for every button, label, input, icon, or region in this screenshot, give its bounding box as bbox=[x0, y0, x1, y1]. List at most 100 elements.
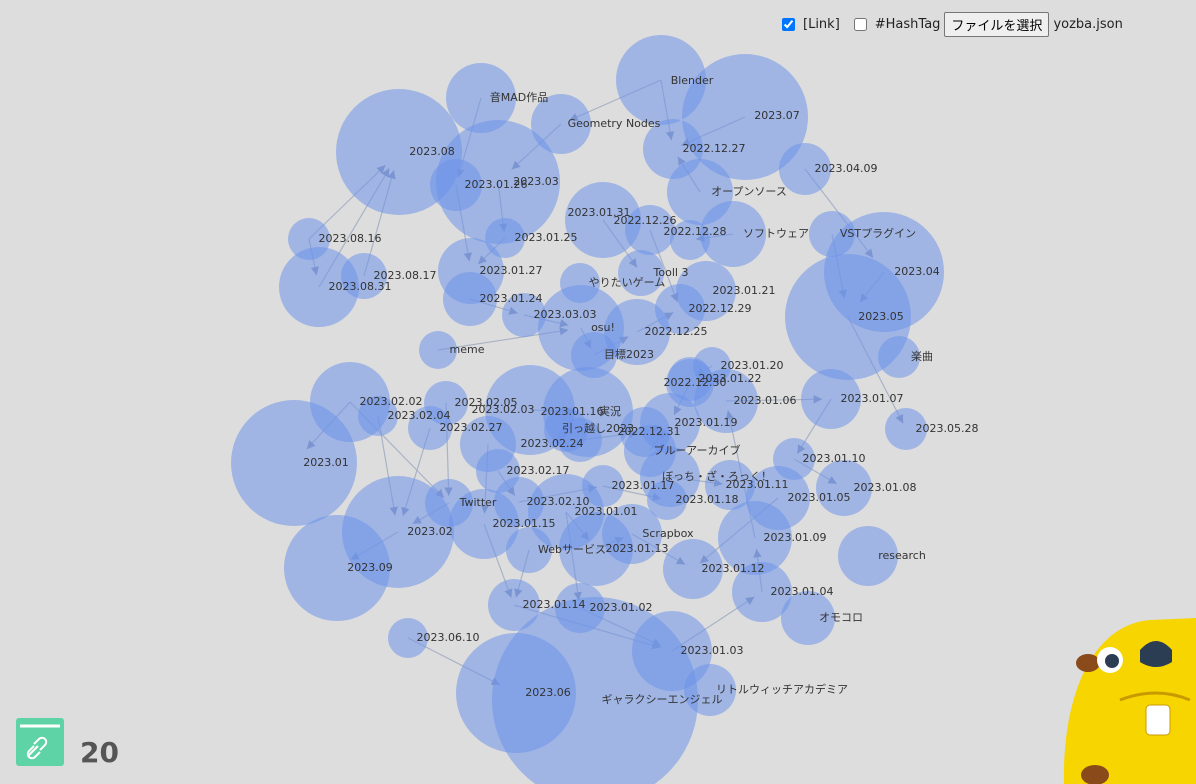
node-label: Blender bbox=[671, 74, 714, 87]
node-circle bbox=[485, 218, 525, 258]
node-label: 2023.01.20 bbox=[721, 359, 784, 372]
node-label: 2023.01.09 bbox=[764, 531, 827, 544]
node-circle bbox=[682, 54, 808, 180]
node-circle bbox=[779, 143, 831, 195]
node-label: 2023.01.06 bbox=[734, 394, 797, 407]
node-label: 2023.03 bbox=[513, 175, 559, 188]
node-label: 2023.02.03 bbox=[472, 403, 535, 416]
node-label: 2023.08.16 bbox=[319, 232, 382, 245]
node-label: 2023.02.04 bbox=[388, 409, 451, 422]
node-label: 目標2023 bbox=[604, 347, 654, 361]
node-label: 2022.12.31 bbox=[618, 425, 681, 438]
node-circle bbox=[446, 63, 516, 133]
node-label: 2023.04.09 bbox=[815, 162, 878, 175]
link-icon[interactable] bbox=[16, 718, 64, 766]
node-label: 楽曲 bbox=[911, 350, 933, 363]
node-label: Webサービス bbox=[538, 543, 606, 556]
node-label: VSTプラグイン bbox=[840, 226, 916, 240]
node-circle bbox=[700, 201, 766, 267]
node-label: 音MAD作品 bbox=[490, 90, 549, 104]
hashtag-label: #HashTag bbox=[874, 17, 941, 32]
node-label: 2023.08.17 bbox=[374, 269, 437, 282]
node-label: 2023.01.03 bbox=[681, 644, 744, 657]
node-circle bbox=[284, 515, 390, 621]
node-label: 2023.07 bbox=[754, 109, 800, 122]
node-label: 2023.04 bbox=[894, 265, 940, 278]
node-circle bbox=[443, 272, 497, 326]
node-circle bbox=[449, 489, 519, 559]
node-label: 2023.02.24 bbox=[521, 437, 584, 450]
node-circle bbox=[358, 396, 398, 436]
node-label: 2023.08.31 bbox=[329, 280, 392, 293]
node-label: 2023.01.26 bbox=[465, 178, 528, 191]
node-label: 2023.03.03 bbox=[534, 308, 597, 321]
node-circle bbox=[816, 460, 872, 516]
node-circle bbox=[279, 247, 359, 327]
node-label: Twitter bbox=[459, 496, 497, 509]
node-label: meme bbox=[450, 343, 485, 356]
node-label: 2023.02.27 bbox=[440, 421, 503, 434]
node-label: 引っ越し2023 bbox=[562, 421, 634, 435]
node-circle bbox=[718, 501, 792, 575]
node-circle bbox=[502, 293, 546, 337]
node-label: ギャラクシーエンジェル bbox=[602, 693, 723, 706]
node-label: 2023.01.05 bbox=[788, 491, 851, 504]
node-label: ソフトウェア bbox=[743, 227, 809, 240]
node-label: ぼっち・ざ・ろっく！ bbox=[662, 469, 772, 483]
node-circle bbox=[488, 579, 540, 631]
node-label: 2023.02.05 bbox=[455, 396, 518, 409]
node-circle bbox=[618, 250, 664, 296]
node-circle bbox=[885, 408, 927, 450]
node-circle bbox=[388, 618, 428, 658]
node-label: 2023.09 bbox=[347, 561, 393, 574]
node-label: 2023.05 bbox=[858, 310, 904, 323]
node-label: 2023.01.11 bbox=[726, 478, 789, 491]
node-label: 2022.12.29 bbox=[689, 302, 752, 315]
node-circle bbox=[625, 205, 675, 255]
node-label: 2023.05.28 bbox=[916, 422, 979, 435]
node-label: 2023.02 bbox=[407, 525, 453, 538]
mascot bbox=[1063, 618, 1196, 784]
link-count: 20 bbox=[80, 736, 119, 769]
node-label: 2022.12.26 bbox=[614, 214, 677, 227]
node-label: 2023.06.10 bbox=[417, 631, 480, 644]
link-label: [Link] bbox=[803, 17, 840, 32]
node-circle bbox=[231, 400, 357, 526]
node-circle bbox=[565, 182, 641, 258]
node-circle bbox=[604, 299, 670, 365]
node-circle bbox=[663, 539, 723, 599]
node-label: 2022.12.25 bbox=[645, 325, 708, 338]
node-circle bbox=[616, 35, 706, 125]
node-circle bbox=[878, 336, 920, 378]
node-circle bbox=[492, 597, 698, 784]
node-circle bbox=[647, 480, 687, 520]
node-label: 2023.01.14 bbox=[523, 598, 586, 611]
node-circle bbox=[571, 332, 617, 378]
node-circle bbox=[732, 562, 792, 622]
node-label: 2023.02.02 bbox=[360, 395, 423, 408]
node-label: 2023.01.15 bbox=[493, 517, 556, 530]
node-label: 2023.01.21 bbox=[713, 284, 776, 297]
node-circle bbox=[436, 120, 560, 244]
node-label: 2022.12.27 bbox=[683, 142, 746, 155]
link-checkbox[interactable] bbox=[782, 18, 795, 31]
node-label: オープンソース bbox=[711, 185, 787, 198]
node-circle bbox=[531, 94, 591, 154]
node-circle bbox=[558, 418, 602, 462]
node-label: 2022.12.28 bbox=[664, 225, 727, 238]
node-label: 2023.01.25 bbox=[515, 231, 578, 244]
node-label: リトルウィッチアカデミア bbox=[716, 682, 848, 696]
node-label: 2023.01.12 bbox=[702, 562, 765, 575]
node-label: オモコロ bbox=[819, 611, 863, 624]
file-button[interactable]: ファイルを選択 bbox=[944, 12, 1050, 37]
node-label: 2023.01.01 bbox=[575, 505, 638, 518]
node-label: 実況 bbox=[599, 404, 621, 418]
node-circle bbox=[838, 526, 898, 586]
node-label: 2022.12.30 bbox=[664, 376, 727, 389]
node-label: 2023.01.19 bbox=[675, 416, 738, 429]
node-label: やりたいゲーム bbox=[589, 276, 666, 289]
node-circle bbox=[559, 512, 633, 586]
hashtag-checkbox[interactable] bbox=[853, 18, 867, 31]
